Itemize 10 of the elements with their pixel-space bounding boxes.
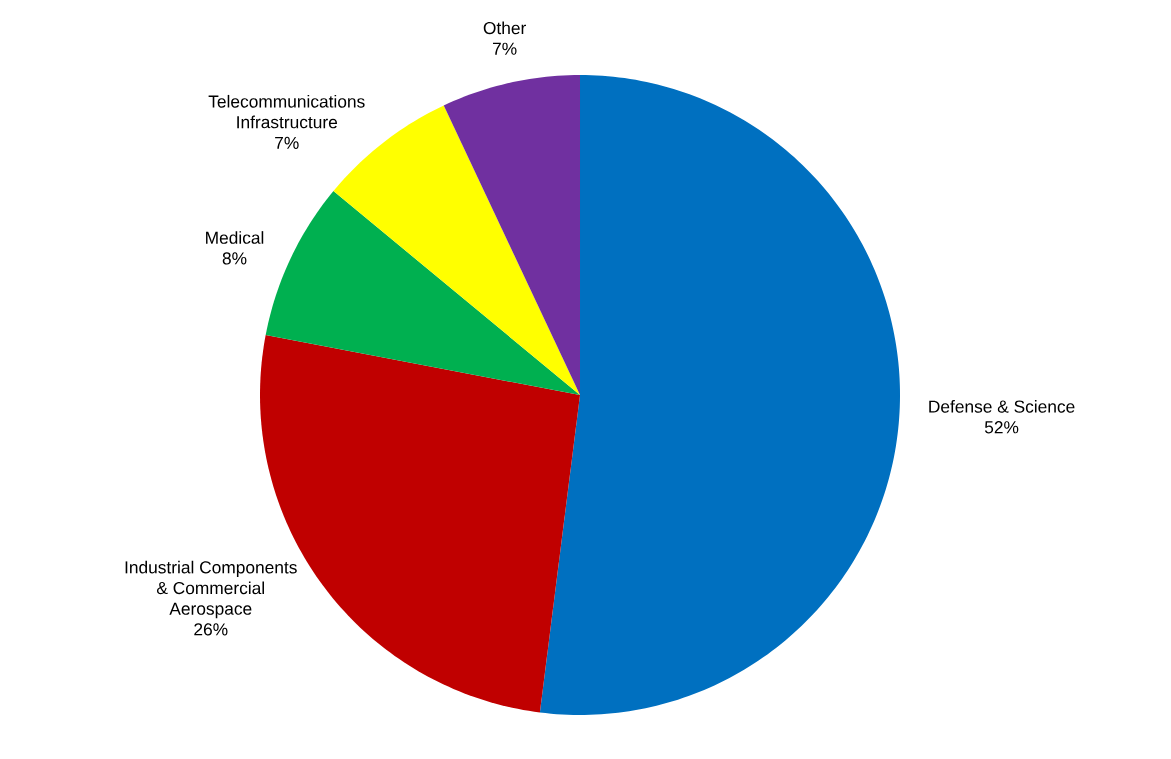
slice-label: Other xyxy=(483,21,526,35)
data-label: 7% xyxy=(275,136,299,149)
slice-label: Medical xyxy=(206,231,264,244)
slice-label: Telecommunications Infrastructure xyxy=(208,94,365,129)
slice-label: Industrial Components & Commercial Aerospace xyxy=(125,560,297,619)
data-label: 26% xyxy=(194,623,228,636)
data-label: 7% xyxy=(492,42,517,55)
slice-label: Defense & Science xyxy=(929,399,1075,413)
data-label: 8% xyxy=(222,252,247,265)
data-label: 52% xyxy=(984,421,1019,434)
